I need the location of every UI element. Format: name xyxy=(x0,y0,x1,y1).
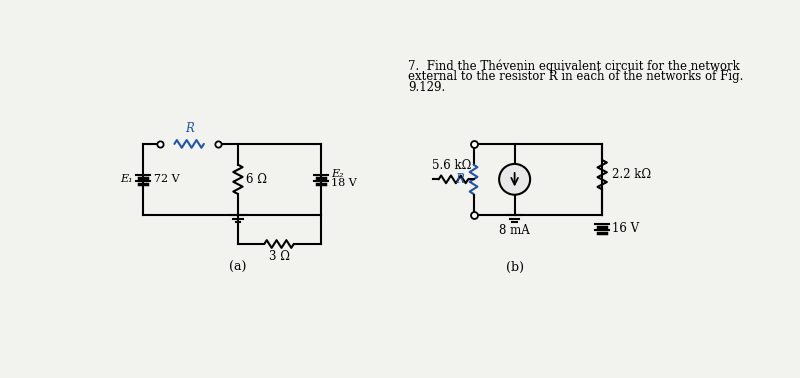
Text: external to the resistor R in each of the networks of Fig.: external to the resistor R in each of th… xyxy=(409,70,744,83)
Text: E₂: E₂ xyxy=(331,169,343,179)
Text: 8 mA: 8 mA xyxy=(499,224,530,237)
Text: E₁: E₁ xyxy=(120,174,133,184)
Circle shape xyxy=(499,164,530,195)
Text: (b): (b) xyxy=(506,261,524,274)
Text: 2.2 kΩ: 2.2 kΩ xyxy=(611,168,650,181)
Text: 9.129.: 9.129. xyxy=(409,81,446,94)
Text: 18 V: 18 V xyxy=(331,178,357,188)
Text: 16 V: 16 V xyxy=(612,222,639,235)
Text: 7.  Find the Thévenin equivalent circuit for the network: 7. Find the Thévenin equivalent circuit … xyxy=(409,59,740,73)
Text: R: R xyxy=(185,122,194,135)
Text: 3 Ω: 3 Ω xyxy=(269,250,290,263)
Text: 5.6 kΩ: 5.6 kΩ xyxy=(432,160,471,172)
Text: (a): (a) xyxy=(230,261,246,274)
Text: 72 V: 72 V xyxy=(154,174,180,184)
Text: R: R xyxy=(455,173,464,186)
Text: 6 Ω: 6 Ω xyxy=(246,173,266,186)
